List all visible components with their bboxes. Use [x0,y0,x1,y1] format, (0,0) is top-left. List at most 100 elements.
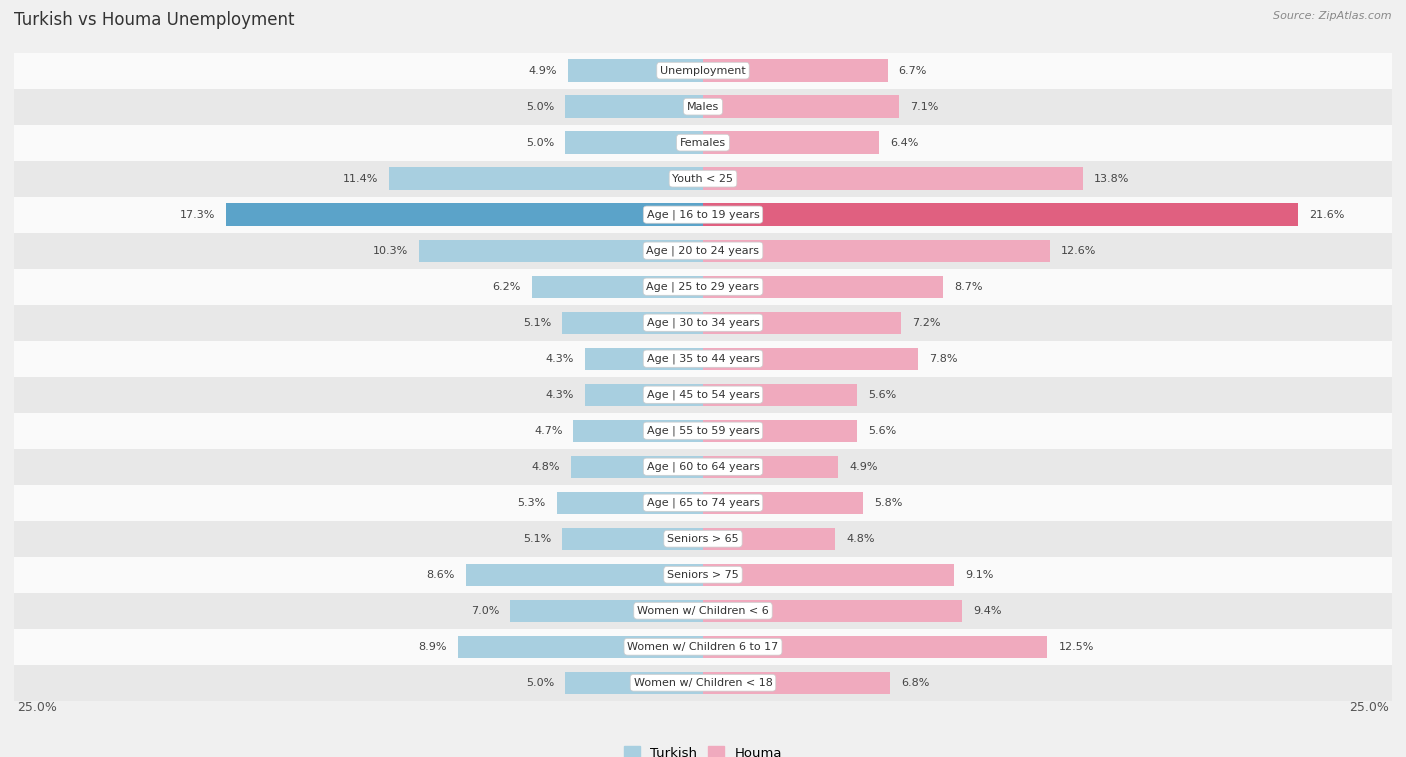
Text: Age | 55 to 59 years: Age | 55 to 59 years [647,425,759,436]
Text: Unemployment: Unemployment [661,66,745,76]
Text: 25.0%: 25.0% [17,701,56,714]
Text: Seniors > 75: Seniors > 75 [666,570,740,580]
Text: 5.0%: 5.0% [526,678,554,688]
Text: Source: ZipAtlas.com: Source: ZipAtlas.com [1274,11,1392,21]
Bar [14,232,1392,269]
Text: 5.8%: 5.8% [875,498,903,508]
Text: Youth < 25: Youth < 25 [672,173,734,184]
Text: Age | 30 to 34 years: Age | 30 to 34 years [647,317,759,328]
Text: Women w/ Children < 6: Women w/ Children < 6 [637,606,769,615]
Text: Age | 45 to 54 years: Age | 45 to 54 years [647,389,759,400]
Bar [703,276,943,298]
Bar [14,521,1392,556]
Bar [565,671,703,694]
Text: Turkish vs Houma Unemployment: Turkish vs Houma Unemployment [14,11,295,30]
Text: 4.3%: 4.3% [546,390,574,400]
Bar [14,556,1392,593]
Text: 5.6%: 5.6% [869,390,897,400]
Bar [703,312,901,334]
Text: 5.0%: 5.0% [526,138,554,148]
Bar [703,95,898,118]
Text: Age | 25 to 29 years: Age | 25 to 29 years [647,282,759,292]
Text: 6.7%: 6.7% [898,66,927,76]
Bar [531,276,703,298]
Text: 5.0%: 5.0% [526,101,554,111]
Bar [703,636,1047,658]
Bar [585,384,703,406]
Bar [703,600,962,622]
Text: Females: Females [681,138,725,148]
Bar [585,347,703,370]
Text: 9.4%: 9.4% [973,606,1001,615]
Bar [703,132,879,154]
Bar [562,312,703,334]
Text: 5.3%: 5.3% [517,498,546,508]
Text: 9.1%: 9.1% [965,570,993,580]
Text: 10.3%: 10.3% [373,246,408,256]
Text: 4.8%: 4.8% [846,534,875,544]
Bar [14,665,1392,701]
Bar [565,95,703,118]
Text: Women w/ Children 6 to 17: Women w/ Children 6 to 17 [627,642,779,652]
Bar [568,60,703,82]
Text: 4.9%: 4.9% [849,462,877,472]
Text: 8.7%: 8.7% [953,282,983,291]
Text: 7.8%: 7.8% [929,354,957,363]
Text: Age | 20 to 24 years: Age | 20 to 24 years [647,245,759,256]
Bar [703,167,1083,190]
Bar [703,491,863,514]
Bar [557,491,703,514]
Text: 4.3%: 4.3% [546,354,574,363]
Bar [14,160,1392,197]
Bar [14,413,1392,449]
Bar [14,341,1392,377]
Text: 6.4%: 6.4% [890,138,918,148]
Bar [703,384,858,406]
Bar [465,563,703,586]
Bar [703,671,890,694]
Bar [14,484,1392,521]
Bar [703,563,953,586]
Bar [703,60,887,82]
Text: 7.0%: 7.0% [471,606,499,615]
Text: 7.1%: 7.1% [910,101,938,111]
Text: Males: Males [688,101,718,111]
Text: 5.1%: 5.1% [523,318,551,328]
Text: 8.6%: 8.6% [426,570,456,580]
Bar [703,456,838,478]
Text: Women w/ Children < 18: Women w/ Children < 18 [634,678,772,688]
Text: 17.3%: 17.3% [180,210,215,220]
Bar [14,593,1392,629]
Bar [458,636,703,658]
Text: 5.1%: 5.1% [523,534,551,544]
Bar [703,239,1050,262]
Bar [14,125,1392,160]
Bar [571,456,703,478]
Bar [510,600,703,622]
Text: 8.9%: 8.9% [418,642,447,652]
Text: 4.7%: 4.7% [534,425,562,436]
Bar [562,528,703,550]
Text: 6.2%: 6.2% [492,282,522,291]
Bar [14,197,1392,232]
Bar [14,269,1392,304]
Bar [565,132,703,154]
Bar [703,204,1298,226]
Text: 4.9%: 4.9% [529,66,557,76]
Bar [703,419,858,442]
Bar [574,419,703,442]
Text: 12.5%: 12.5% [1059,642,1094,652]
Bar [703,347,918,370]
Bar [14,89,1392,125]
Text: 13.8%: 13.8% [1094,173,1129,184]
Text: Age | 60 to 64 years: Age | 60 to 64 years [647,462,759,472]
Text: 6.8%: 6.8% [901,678,929,688]
Text: 7.2%: 7.2% [912,318,941,328]
Bar [14,377,1392,413]
Bar [703,528,835,550]
Bar [389,167,703,190]
Text: 5.6%: 5.6% [869,425,897,436]
Bar [14,53,1392,89]
Bar [14,449,1392,484]
Text: 21.6%: 21.6% [1309,210,1344,220]
